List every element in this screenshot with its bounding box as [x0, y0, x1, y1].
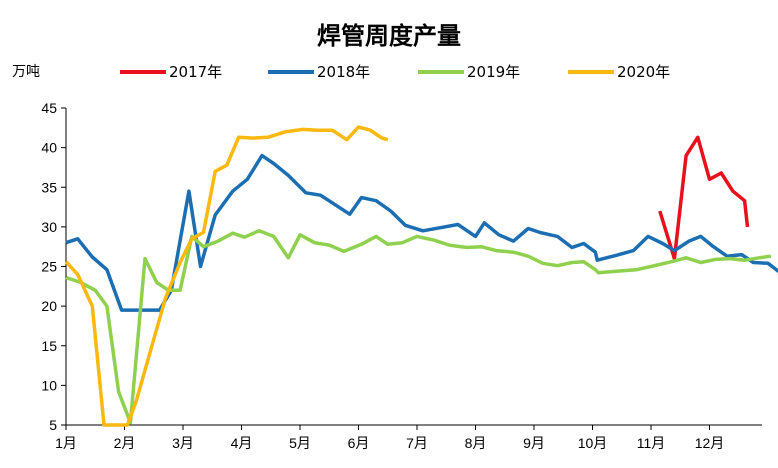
y-tick-label: 15 — [41, 338, 57, 354]
legend-label: 2017年 — [169, 63, 222, 81]
y-tick-label: 35 — [41, 179, 57, 195]
legend-label: 2018年 — [317, 63, 370, 81]
series-line-2019年 — [65, 229, 772, 425]
x-tick-label: 5月 — [289, 435, 311, 451]
x-tick-label: 8月 — [465, 435, 487, 451]
x-tick-label: 3月 — [172, 435, 194, 451]
y-tick-label: 25 — [41, 259, 57, 275]
x-tick-label: 11月 — [637, 435, 666, 451]
series-line-2020年 — [64, 125, 389, 427]
y-tick-label: 30 — [41, 219, 57, 235]
x-tick-label: 1月 — [55, 435, 77, 451]
legend-label: 2020年 — [617, 63, 670, 81]
y-axis-unit-label: 万吨 — [12, 64, 40, 80]
chart-title: 焊管周度产量 — [317, 21, 461, 50]
x-tick-label: 12月 — [695, 435, 725, 451]
legend-label: 2019年 — [467, 63, 520, 81]
legend-item: 2020年 — [568, 63, 670, 81]
y-tick-label: 20 — [41, 298, 57, 314]
legend-item: 2018年 — [268, 63, 370, 81]
y-tick-label: 5 — [49, 417, 57, 433]
axes: 5 10 15 20 25 30 35 40 45 1月 2月 3月 4月 5月 6月 7月 8月 9月 10月 11… — [41, 100, 762, 451]
x-tick-label: 6月 — [348, 435, 370, 451]
legend-item: 2019年 — [418, 63, 520, 81]
x-tick-label: 4月 — [231, 435, 253, 451]
x-tick-label: 9月 — [523, 435, 545, 451]
y-tick-label: 40 — [41, 140, 57, 156]
y-tick-label: 45 — [41, 100, 57, 116]
series-layer — [64, 125, 778, 427]
x-tick-label: 2月 — [114, 435, 136, 451]
series-line-2017年 — [658, 135, 750, 261]
series-line-2018年 — [65, 153, 778, 312]
legend-item: 2017年 — [120, 63, 222, 81]
legend: 2017年 2018年 2019年 2020年 — [120, 63, 670, 81]
x-tick-label: 7月 — [406, 435, 428, 451]
x-tick-label: 10月 — [578, 435, 608, 451]
y-tick-label: 10 — [41, 377, 57, 393]
